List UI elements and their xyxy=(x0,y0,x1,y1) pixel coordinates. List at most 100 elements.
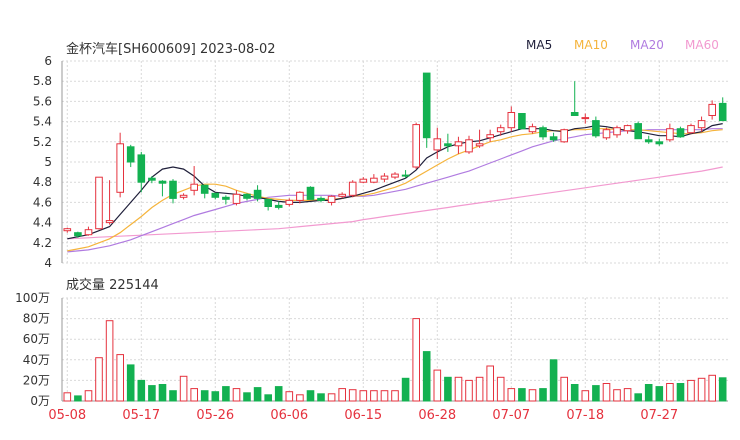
volume-bar xyxy=(285,391,294,402)
candle-body xyxy=(327,195,336,203)
volume-bar xyxy=(592,385,600,402)
stock-code: [SH600609] xyxy=(118,42,196,57)
volume-label: 成交量 xyxy=(66,278,106,293)
volume-tick-label: 100万 xyxy=(15,291,50,305)
date-tick-label: 05-08 xyxy=(48,408,86,423)
candle-body xyxy=(401,174,410,177)
candle-body xyxy=(412,124,420,168)
volume-bar xyxy=(179,375,188,402)
date-tick-label: 07-18 xyxy=(566,408,604,423)
candle-body xyxy=(274,204,283,208)
chart-date: 2023-08-02 xyxy=(199,42,276,57)
volume-bar xyxy=(676,383,685,402)
candle-body xyxy=(148,177,156,181)
candle-body xyxy=(433,138,442,151)
candle-body xyxy=(63,228,72,232)
volume-bar xyxy=(63,392,72,402)
volume-title: 成交量 225144 xyxy=(66,274,159,293)
candle-body xyxy=(285,199,294,205)
candle-body xyxy=(338,193,346,197)
candle-body xyxy=(528,126,537,133)
candle-body xyxy=(232,193,241,204)
candle-body xyxy=(708,103,717,117)
candle-body xyxy=(359,178,368,183)
candle-body xyxy=(444,143,452,147)
candle-body xyxy=(253,189,262,199)
volume-bar xyxy=(116,354,125,402)
volume-tick-label: 80万 xyxy=(23,312,50,326)
volume-bar xyxy=(560,376,569,402)
legend-ma20: MA20 xyxy=(630,38,664,52)
candle-body xyxy=(243,193,251,199)
volume-tick-label: 0万 xyxy=(30,394,50,408)
volume-value: 225144 xyxy=(109,278,159,293)
ma60-line xyxy=(67,166,723,240)
candle-body xyxy=(539,127,547,138)
volume-bar xyxy=(190,388,198,402)
volume-bar xyxy=(296,394,304,402)
price-tick-label: 4.2 xyxy=(33,236,52,250)
volume-bar xyxy=(623,388,632,402)
volume-tick-label: 20万 xyxy=(23,373,50,387)
volume-bar xyxy=(74,395,82,402)
price-tick-label: 4.6 xyxy=(33,195,52,209)
candle-body xyxy=(518,113,526,130)
volume-bar xyxy=(687,379,695,402)
volume-bar xyxy=(465,379,473,402)
volume-bar xyxy=(274,386,283,402)
candle-body xyxy=(190,183,198,191)
volume-bar xyxy=(486,365,494,402)
volume-bar xyxy=(264,394,272,402)
candle-body xyxy=(179,194,188,198)
volume-bar xyxy=(433,369,442,402)
candle-body xyxy=(613,127,621,136)
candle-body xyxy=(465,139,473,153)
volume-bar xyxy=(95,357,103,402)
candle-body xyxy=(496,127,505,133)
candle-body xyxy=(74,232,82,237)
candle-body xyxy=(549,136,558,141)
stock-name: 金杯汽车 xyxy=(66,42,119,57)
candle-body xyxy=(687,125,695,134)
volume-bar xyxy=(211,391,220,402)
legend-ma60-label: MA60 xyxy=(685,38,719,52)
candle-body xyxy=(486,134,494,139)
candle-body xyxy=(105,220,114,224)
legend-ma10-label: MA10 xyxy=(574,38,608,52)
price-tick-label: 4.4 xyxy=(33,216,52,230)
volume-bar xyxy=(708,374,717,402)
date-tick-label: 05-26 xyxy=(196,408,234,423)
volume-bar xyxy=(169,390,177,402)
candle-body xyxy=(200,184,209,194)
candle-body xyxy=(697,120,706,129)
price-tick-label: 6 xyxy=(44,54,52,68)
volume-bar xyxy=(496,376,505,402)
volume-bar xyxy=(644,384,653,402)
volume-bar xyxy=(126,364,135,402)
candle-body xyxy=(306,186,315,200)
volume-tick-label: 60万 xyxy=(23,332,50,346)
legend-ma20-label: MA20 xyxy=(630,38,664,52)
volume-bar xyxy=(444,376,452,402)
volume-bar xyxy=(200,390,209,402)
volume-bar xyxy=(148,385,156,402)
price-tick-label: 4 xyxy=(44,256,52,270)
volume-bar xyxy=(84,390,93,402)
volume-bar xyxy=(634,393,643,402)
candle-body xyxy=(644,139,653,143)
volume-bar xyxy=(507,388,516,402)
volume-bar xyxy=(243,392,251,402)
candle-body xyxy=(623,125,632,132)
volume-bar xyxy=(306,390,315,402)
chart-title: 金杯汽车[SH600609] 2023-08-02 xyxy=(66,38,276,57)
price-tick-label: 5.2 xyxy=(33,135,52,149)
volume-bar xyxy=(666,383,674,402)
candle-body xyxy=(116,143,125,193)
volume-bar xyxy=(422,351,431,402)
volume-bar xyxy=(370,390,378,402)
candle-body xyxy=(348,181,357,196)
candle-body xyxy=(95,176,103,230)
candle-body xyxy=(718,102,727,122)
ma10-line xyxy=(67,128,723,252)
price-tick-label: 5.6 xyxy=(33,94,52,108)
